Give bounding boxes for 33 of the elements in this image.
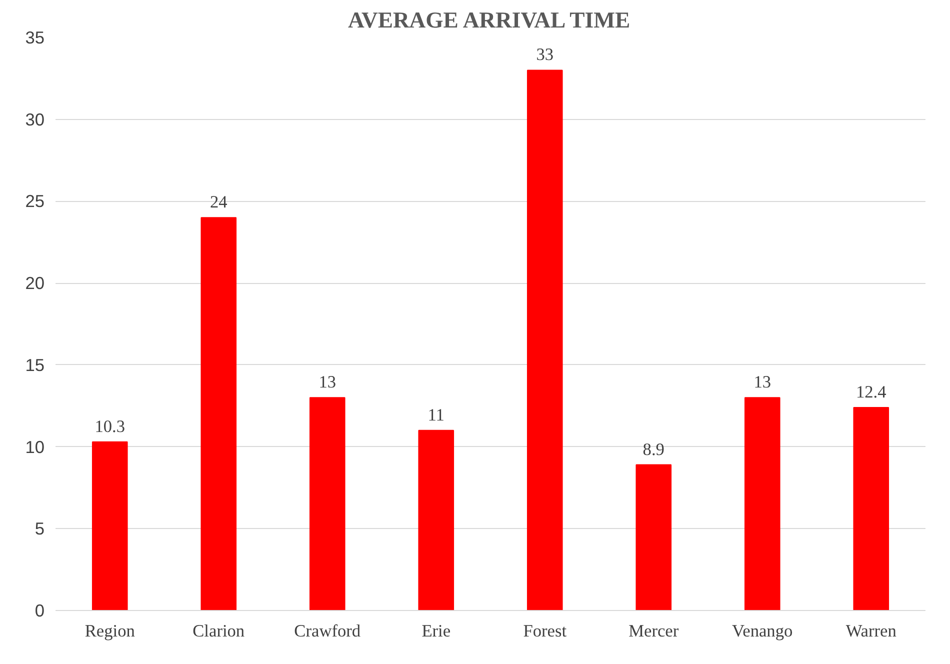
y-tick-label: 0 — [34, 600, 45, 620]
bar — [526, 70, 563, 610]
bar — [418, 430, 454, 610]
data-label: 10.3 — [94, 416, 126, 436]
x-tick-label: Mercer — [628, 622, 679, 640]
y-tick-label: 35 — [25, 28, 45, 48]
y-tick-label: 10 — [25, 436, 45, 457]
y-tick-label: 25 — [25, 191, 45, 212]
data-label: 12.4 — [856, 382, 887, 402]
data-label: 13 — [318, 372, 336, 392]
chart-title: AVERAGE ARRIVAL TIME — [348, 8, 630, 32]
data-label: 13 — [754, 372, 772, 392]
bar — [200, 217, 237, 610]
x-tick-label: Venango — [732, 622, 793, 640]
x-tick-label: Erie — [422, 622, 451, 640]
y-tick-label: 20 — [25, 273, 45, 294]
y-tick-label: 30 — [25, 109, 45, 130]
x-tick-label: Region — [84, 622, 136, 640]
bar — [92, 441, 128, 610]
x-tick-label: Warren — [846, 622, 897, 640]
bar — [853, 406, 890, 610]
x-tick-label: Clarion — [192, 622, 245, 640]
bar — [309, 397, 346, 610]
data-label: 11 — [428, 405, 444, 424]
data-label: 8.9 — [642, 440, 664, 459]
x-tick-label: Crawford — [294, 622, 361, 640]
y-tick-label: 5 — [34, 518, 45, 539]
data-label: 24 — [210, 192, 228, 212]
bar — [744, 397, 780, 610]
y-tick-label: 15 — [25, 354, 45, 375]
bar — [636, 464, 672, 610]
x-tick-label: Forest — [523, 622, 567, 640]
data-label: 33 — [536, 45, 554, 64]
